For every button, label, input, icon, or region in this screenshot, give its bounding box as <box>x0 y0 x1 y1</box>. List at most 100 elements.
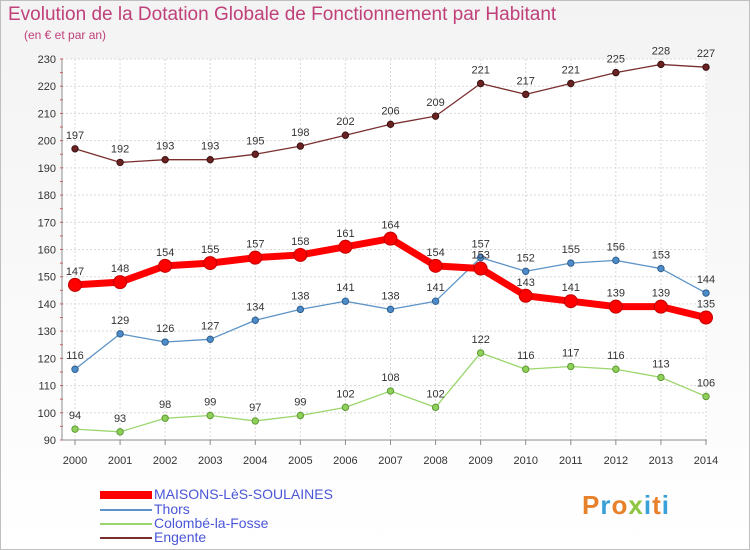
x-tick-label: 2012 <box>604 455 628 467</box>
data-label: 93 <box>114 413 126 425</box>
data-point <box>431 297 440 305</box>
data-label: 126 <box>156 323 174 335</box>
data-label: 195 <box>246 135 264 147</box>
data-label: 99 <box>294 397 306 409</box>
data-point <box>248 250 263 265</box>
data-point <box>296 142 305 150</box>
logo-letter: x <box>628 490 644 520</box>
data-label: 153 <box>471 250 489 262</box>
data-point <box>473 261 488 276</box>
data-point <box>341 403 350 412</box>
data-point <box>113 275 128 290</box>
data-point <box>522 267 530 275</box>
data-point <box>251 316 259 324</box>
data-point <box>612 68 620 77</box>
data-label: 116 <box>607 350 625 362</box>
data-point <box>657 373 665 382</box>
proxiti-logo: Proxiti <box>582 490 670 521</box>
chart-subtitle: (en € et par an) <box>24 28 107 42</box>
chart-title: Evolution de la Dotation Globale de Fonc… <box>8 4 557 25</box>
y-tick-label: 100 <box>38 408 56 420</box>
data-point <box>71 425 79 433</box>
data-label: 135 <box>697 299 715 311</box>
data-point <box>428 258 443 273</box>
data-point <box>522 90 530 99</box>
data-point <box>522 365 530 373</box>
y-tick-label: 200 <box>38 136 56 148</box>
y-tick-label: 130 <box>38 326 56 338</box>
x-tick-label: 2014 <box>694 455 718 467</box>
data-point <box>338 239 353 254</box>
data-point <box>518 288 533 303</box>
data-label: 141 <box>336 282 354 294</box>
data-label: 113 <box>652 358 670 370</box>
y-tick-label: 140 <box>38 299 56 311</box>
series-3: 197 192 193 193 195 198 202 206 209 221 217 221 225 2… <box>66 45 715 167</box>
data-point <box>71 145 79 153</box>
data-label: 161 <box>336 228 354 240</box>
data-point <box>293 247 308 262</box>
data-point <box>567 79 575 88</box>
data-point <box>699 310 713 325</box>
x-tick-label: 2002 <box>153 455 177 467</box>
data-label: 102 <box>336 388 354 400</box>
data-label: 227 <box>697 48 715 60</box>
data-label: 192 <box>111 143 129 155</box>
data-point <box>251 150 259 158</box>
x-tick-label: 2004 <box>243 455 267 467</box>
data-label: 139 <box>652 288 670 300</box>
data-label: 221 <box>562 64 580 76</box>
data-point <box>161 414 169 422</box>
data-label: 228 <box>652 45 670 57</box>
data-point <box>116 428 124 436</box>
data-label: 141 <box>426 282 444 294</box>
data-point <box>203 256 218 271</box>
data-label: 209 <box>426 97 444 109</box>
data-point <box>68 277 82 292</box>
data-point <box>476 349 485 357</box>
logo-letter: P <box>582 490 601 520</box>
data-point <box>657 60 665 69</box>
data-label: 197 <box>66 130 84 142</box>
y-tick-label: 170 <box>38 217 56 229</box>
data-point <box>386 387 395 395</box>
data-point <box>476 253 485 262</box>
data-label: 108 <box>381 372 399 384</box>
legend-swatch-thors <box>100 509 152 511</box>
data-label: 116 <box>517 350 535 362</box>
data-point <box>206 155 214 164</box>
data-label: 221 <box>471 64 489 76</box>
data-point <box>206 335 214 344</box>
series-1: 116 129 126 127 134 138 141 138 141 157 152 155 156 1… <box>66 239 715 373</box>
data-point <box>161 338 169 346</box>
data-label: 155 <box>201 244 219 256</box>
data-label: 217 <box>517 75 535 87</box>
data-point <box>71 365 79 373</box>
data-point <box>206 411 214 420</box>
data-label: 206 <box>381 105 399 117</box>
data-label: 122 <box>471 334 489 346</box>
y-tick-label: 180 <box>38 190 56 202</box>
data-point <box>116 330 124 338</box>
data-point <box>341 297 350 305</box>
legend-swatch-maisons <box>100 491 152 499</box>
data-point <box>563 294 578 309</box>
data-point <box>653 299 668 314</box>
data-label: 106 <box>697 377 715 389</box>
data-point <box>702 63 710 71</box>
y-tick-label: 190 <box>38 163 56 175</box>
logo-letter: i <box>661 490 670 520</box>
data-label: 129 <box>111 315 129 327</box>
data-point <box>612 256 620 265</box>
data-point <box>567 259 575 267</box>
logo-letter: o <box>611 490 629 520</box>
data-label: 148 <box>111 263 129 275</box>
data-point <box>296 411 305 420</box>
y-tick-label: 220 <box>38 81 56 93</box>
data-point <box>431 112 440 120</box>
y-tick-label: 230 <box>38 54 56 66</box>
data-label: 157 <box>246 239 264 251</box>
logo-letter: i <box>643 490 653 520</box>
data-label: 155 <box>562 244 580 256</box>
series-0: 147 148 154 155 157 158 161 164 154 153 143 141 139 1… <box>66 220 715 325</box>
